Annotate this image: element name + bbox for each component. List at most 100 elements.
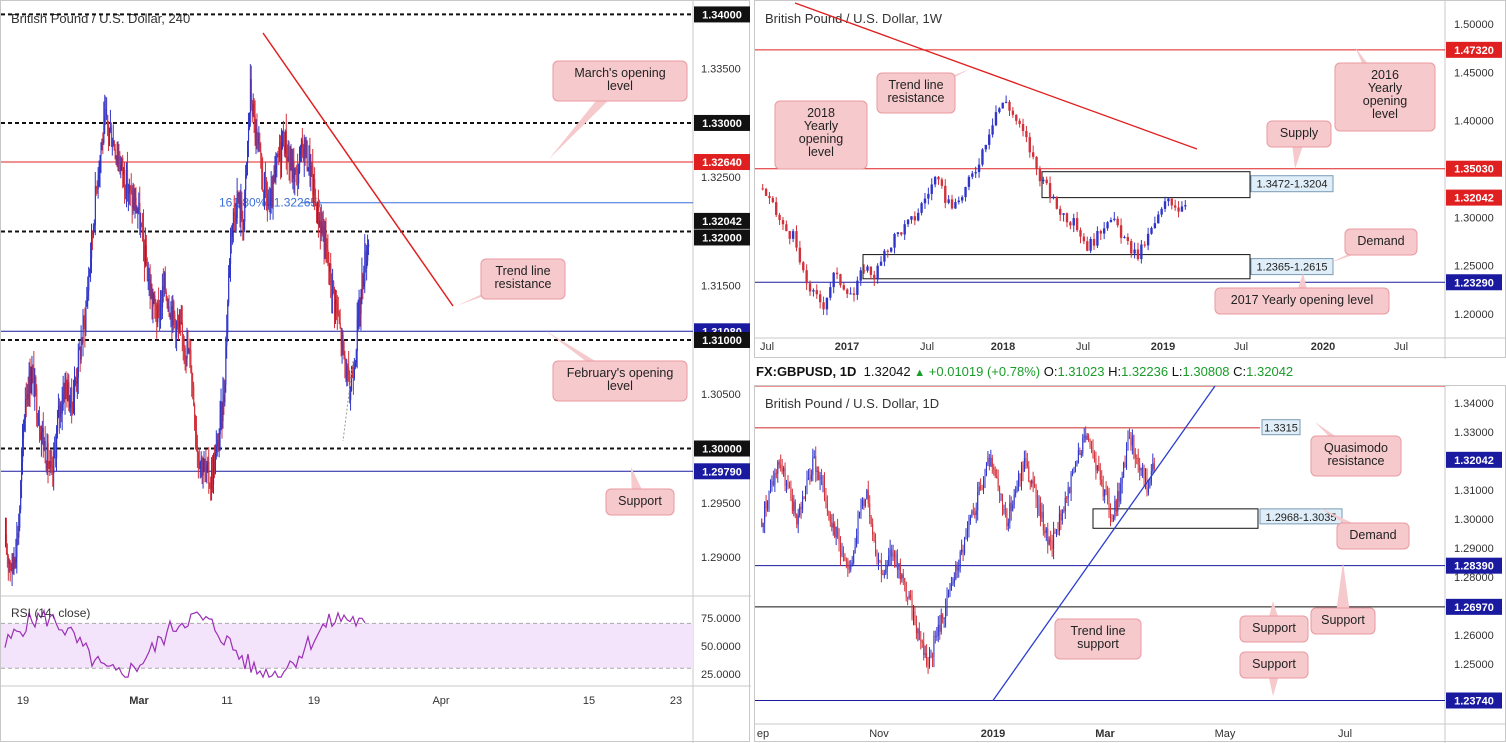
candle-body bbox=[268, 203, 270, 206]
candle-body bbox=[1134, 453, 1136, 458]
price-tag: 1.23290 bbox=[1454, 277, 1494, 289]
candle-body bbox=[185, 356, 187, 359]
candle-body bbox=[1048, 539, 1050, 545]
candle-body bbox=[163, 286, 165, 290]
candle-body bbox=[1026, 462, 1028, 467]
candle-body bbox=[364, 251, 366, 284]
candle-body bbox=[804, 489, 807, 499]
candle-body bbox=[954, 202, 957, 209]
candle-body bbox=[791, 231, 795, 239]
candle-body bbox=[181, 322, 183, 335]
candle-body bbox=[903, 224, 906, 235]
price-tick-label: 1.28000 bbox=[1454, 572, 1494, 584]
candle-body bbox=[250, 79, 252, 104]
candle-body bbox=[117, 156, 119, 160]
candle-body bbox=[869, 503, 871, 518]
chart-1w[interactable]: 1.50000 1.45000 1.40000 1.30000 1.25000 1.200… bbox=[755, 1, 1506, 359]
candle-body bbox=[968, 521, 970, 530]
candle-body bbox=[81, 341, 83, 343]
candle-body bbox=[1109, 512, 1112, 517]
measure-line bbox=[342, 360, 354, 442]
candle-body bbox=[1119, 225, 1123, 238]
candle-body bbox=[167, 306, 169, 308]
time-tick-label: Jul bbox=[1234, 341, 1248, 353]
price-tag-bg bbox=[694, 114, 750, 131]
candle-body bbox=[1086, 435, 1088, 440]
candle-body bbox=[1120, 483, 1122, 502]
candle-body bbox=[19, 509, 21, 528]
candle-body bbox=[788, 485, 790, 487]
ohlc-header: FX:GBPUSD, 1D 1.32042 ▲ +0.01019 (+0.78%… bbox=[756, 364, 1293, 379]
candle-body bbox=[134, 197, 136, 209]
open-value: 1.31023 bbox=[1057, 364, 1105, 379]
candle-body bbox=[91, 230, 93, 259]
candle-body bbox=[67, 382, 69, 401]
candle-body bbox=[764, 501, 766, 523]
candle-body bbox=[1020, 465, 1022, 482]
demand-zone bbox=[1092, 508, 1259, 529]
price-tag-bg bbox=[694, 6, 750, 23]
support-callout-box bbox=[1310, 607, 1376, 635]
candle-body bbox=[879, 560, 881, 562]
candle-body bbox=[901, 574, 903, 579]
candle-body bbox=[1104, 489, 1106, 497]
candle-body bbox=[42, 428, 44, 433]
candle-body bbox=[812, 290, 815, 292]
candle-body bbox=[144, 243, 146, 265]
candle-body bbox=[1023, 458, 1025, 472]
trendline-support-callout-text: Trend line bbox=[1070, 624, 1125, 638]
candle-body bbox=[353, 377, 355, 379]
candle-body bbox=[133, 197, 135, 209]
quasimodo-callout-box bbox=[1310, 435, 1402, 477]
candle-body bbox=[188, 349, 190, 353]
candle-body bbox=[140, 223, 142, 232]
candle-body bbox=[295, 168, 297, 170]
candle-body bbox=[1152, 463, 1154, 472]
price-tick-label: 1.30000 bbox=[1454, 212, 1494, 224]
yearly-2016-callout-text: 2016 bbox=[1371, 68, 1399, 82]
price-tick-label: 1.29500 bbox=[701, 498, 741, 510]
candle-body bbox=[154, 295, 156, 306]
candle-body bbox=[314, 179, 316, 198]
candle-body bbox=[866, 266, 869, 271]
price-tag-bg bbox=[1446, 189, 1502, 206]
candle-body bbox=[1079, 230, 1082, 237]
price-tag: 1.33000 bbox=[702, 118, 742, 130]
candle-body bbox=[900, 232, 903, 235]
candle-body bbox=[1048, 183, 1052, 199]
candle-body bbox=[1146, 233, 1150, 246]
candle-body bbox=[304, 138, 306, 158]
candle-body bbox=[1041, 511, 1043, 519]
candle-body bbox=[108, 125, 110, 135]
candle-body bbox=[994, 469, 996, 477]
candle-body bbox=[313, 179, 315, 195]
candle-body bbox=[825, 297, 829, 310]
candle-body bbox=[186, 341, 188, 359]
candle-body bbox=[252, 103, 254, 116]
candle-body bbox=[357, 315, 359, 319]
close-value: 1.32042 bbox=[1246, 364, 1294, 379]
candle-body bbox=[294, 168, 296, 183]
candle-body bbox=[305, 141, 307, 158]
candle-body bbox=[857, 514, 859, 537]
candle-body bbox=[798, 247, 802, 263]
candle-body bbox=[246, 163, 248, 175]
candle-body bbox=[907, 596, 909, 598]
chart-4h[interactable]: 161.80% (1.32265)1.335001.325001.315001.… bbox=[1, 1, 751, 743]
candle-body bbox=[1028, 137, 1031, 153]
candle-body bbox=[761, 519, 763, 527]
candle-body bbox=[126, 169, 128, 195]
candle-body bbox=[768, 195, 771, 199]
candle-body bbox=[368, 243, 370, 247]
chart-1d[interactable]: 1.34000 1.33000 1.31000 1.30000 1.29000 1.280… bbox=[755, 386, 1506, 743]
candle-body bbox=[96, 188, 98, 190]
candle-body bbox=[1042, 511, 1044, 531]
candle-body bbox=[993, 467, 995, 470]
demand-callout-text: Demand bbox=[1349, 528, 1396, 542]
candle-body bbox=[856, 536, 858, 547]
candle-body bbox=[65, 377, 67, 385]
candle-body bbox=[788, 231, 791, 239]
candle-body bbox=[317, 202, 319, 224]
candle-body bbox=[59, 405, 61, 417]
supply-callout-text: Supply bbox=[1280, 126, 1319, 140]
